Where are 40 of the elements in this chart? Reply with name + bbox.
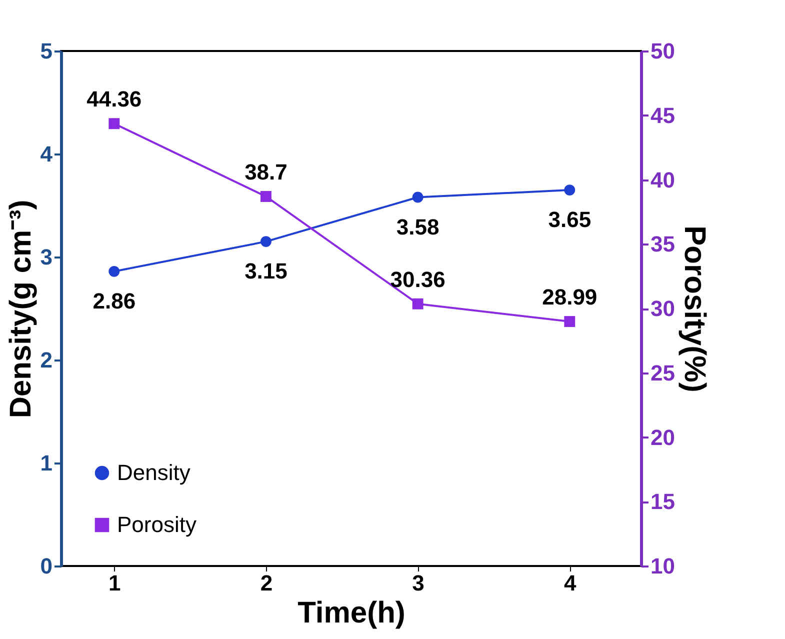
- y2-tick-label: 20: [650, 424, 675, 450]
- y-axis-title: Density(g cm⁻³): [4, 200, 38, 418]
- data-label: 30.36: [390, 266, 446, 292]
- x-tick-label: 4: [564, 570, 578, 596]
- legend-label: Density: [117, 460, 190, 485]
- x-axis-title: Time(h): [298, 596, 406, 630]
- y-tick-label: 2: [40, 348, 52, 372]
- point: [108, 266, 120, 277]
- data-label: 2.86: [92, 288, 136, 314]
- y2-tick-label: 45: [650, 102, 675, 128]
- point: [564, 184, 576, 196]
- data-label: 3.15: [244, 258, 288, 284]
- y-tick-label: 3: [40, 244, 52, 270]
- point: [108, 118, 120, 130]
- data-label: 28.99: [542, 284, 598, 310]
- x-tick-label: 2: [260, 570, 273, 596]
- y2-tick-label: 15: [650, 489, 675, 514]
- y2-tick-label: 25: [650, 360, 675, 386]
- y-tick-label: 4: [40, 142, 54, 166]
- x-tick-label: 3: [412, 570, 424, 596]
- y2-tick-label: 10: [650, 554, 675, 578]
- data-label: 3.65: [548, 207, 592, 232]
- y2-tick-label: 35: [650, 232, 675, 257]
- y-tick-label: 5: [40, 38, 52, 64]
- x-tick-label: 1: [108, 570, 121, 596]
- y-tick-label: 0: [40, 554, 52, 578]
- data-label: 44.36: [86, 86, 142, 112]
- point: [412, 298, 424, 310]
- data-label: 38.7: [244, 159, 288, 184]
- point: [564, 316, 576, 327]
- y-tick-label: 1: [40, 450, 52, 476]
- y2-tick-label: 50: [650, 38, 675, 64]
- point: [260, 236, 272, 248]
- y2-tick-label: 30: [650, 296, 675, 321]
- data-label: 3.58: [396, 214, 440, 240]
- y2-axis-title: Porosity(%): [678, 226, 711, 392]
- point: [412, 192, 424, 203]
- y2-tick-label: 40: [650, 167, 675, 192]
- point: [260, 191, 272, 202]
- legend-label: Porosity: [117, 512, 196, 537]
